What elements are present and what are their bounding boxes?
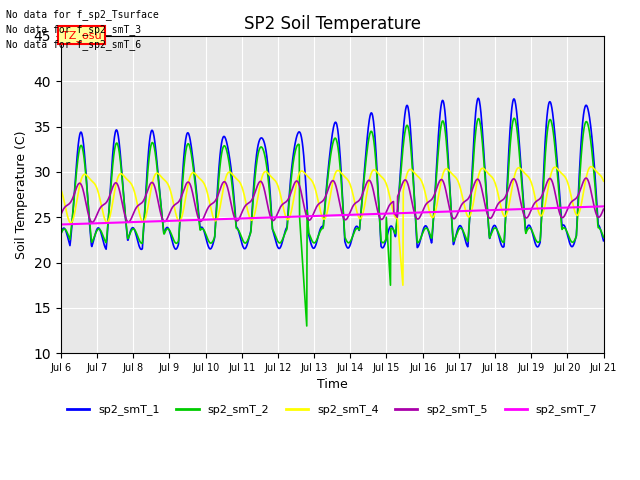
sp2_smT_4 [488, 174, 495, 180]
sp2_smT_7 [487, 207, 495, 213]
sp2_smT_5 [417, 213, 424, 218]
sp2_smT_2 [600, 234, 607, 240]
sp2_smT_4 [164, 182, 172, 188]
Line: sp2_smT_4: sp2_smT_4 [61, 167, 604, 285]
sp2_smT_2 [57, 231, 65, 237]
sp2_smT_5 [582, 175, 590, 181]
sp2_smT_4 [178, 215, 186, 221]
sp2_smT_1 [138, 246, 145, 252]
sp2_smT_2 [164, 226, 172, 232]
sp2_smT_5 [600, 206, 607, 212]
Text: No data for f_sp2_smT_3: No data for f_sp2_smT_3 [6, 24, 141, 35]
sp2_smT_5 [239, 208, 246, 214]
sp2_smT_5 [57, 212, 65, 217]
Text: No data for f_sp2_smT_6: No data for f_sp2_smT_6 [6, 39, 141, 50]
sp2_smT_1 [178, 182, 186, 188]
sp2_smT_1 [417, 236, 424, 242]
sp2_smT_1 [165, 226, 173, 232]
sp2_smT_2 [303, 323, 310, 329]
sp2_smT_4 [536, 211, 543, 217]
Title: SP2 Soil Temperature: SP2 Soil Temperature [244, 15, 420, 33]
Y-axis label: Soil Temperature (C): Soil Temperature (C) [15, 131, 28, 259]
sp2_smT_1 [536, 240, 543, 246]
sp2_smT_5 [536, 196, 543, 202]
Line: sp2_smT_2: sp2_smT_2 [61, 118, 604, 326]
sp2_smT_7 [239, 216, 246, 221]
sp2_smT_1 [57, 231, 65, 237]
sp2_smT_2 [417, 236, 424, 241]
sp2_smT_4 [588, 164, 595, 169]
Line: sp2_smT_7: sp2_smT_7 [61, 206, 604, 225]
sp2_smT_4 [417, 177, 424, 182]
sp2_smT_2 [488, 230, 495, 236]
sp2_smT_7 [417, 210, 424, 216]
Legend: sp2_smT_1, sp2_smT_2, sp2_smT_4, sp2_smT_5, sp2_smT_7: sp2_smT_1, sp2_smT_2, sp2_smT_4, sp2_smT… [63, 400, 602, 420]
sp2_smT_1 [488, 227, 496, 233]
sp2_smT_5 [178, 192, 186, 198]
sp2_smT_1 [474, 96, 482, 101]
sp2_smT_7 [164, 218, 172, 224]
sp2_smT_2 [178, 194, 186, 200]
sp2_smT_1 [600, 238, 607, 244]
sp2_smT_2 [510, 115, 518, 121]
sp2_smT_4 [600, 178, 607, 184]
Line: sp2_smT_1: sp2_smT_1 [61, 98, 604, 249]
sp2_smT_7 [600, 204, 607, 209]
sp2_smT_4 [57, 186, 65, 192]
sp2_smT_4 [399, 282, 407, 288]
Line: sp2_smT_5: sp2_smT_5 [61, 178, 604, 222]
sp2_smT_5 [165, 212, 173, 218]
sp2_smT_7 [57, 222, 65, 228]
sp2_smT_7 [535, 205, 543, 211]
sp2_smT_1 [239, 243, 246, 249]
sp2_smT_2 [239, 236, 246, 242]
sp2_smT_4 [239, 185, 246, 191]
X-axis label: Time: Time [317, 378, 348, 392]
sp2_smT_5 [488, 215, 495, 220]
sp2_smT_7 [178, 217, 186, 223]
Text: TZ_osu: TZ_osu [61, 30, 101, 41]
sp2_smT_5 [88, 219, 96, 225]
Text: No data for f_sp2_Tsurface: No data for f_sp2_Tsurface [6, 9, 159, 20]
sp2_smT_2 [536, 238, 543, 244]
